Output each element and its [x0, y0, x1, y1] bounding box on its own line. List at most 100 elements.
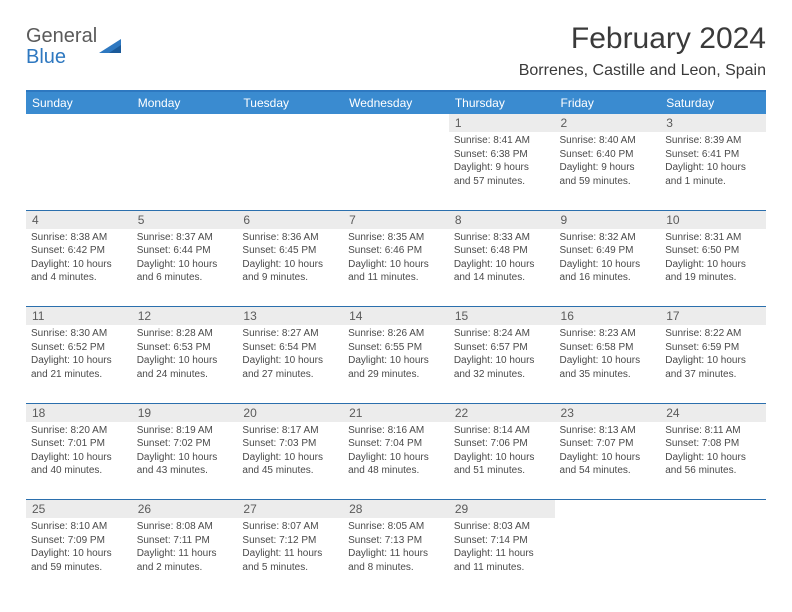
- daylight-line-2: and 59 minutes.: [31, 561, 127, 575]
- sunrise-line: Sunrise: 8:03 AM: [454, 520, 550, 534]
- cell-inner: Sunrise: 8:28 AMSunset: 6:53 PMDaylight:…: [132, 325, 238, 385]
- cell-inner: Sunrise: 8:30 AMSunset: 6:52 PMDaylight:…: [26, 325, 132, 385]
- sunrise-line: Sunrise: 8:05 AM: [348, 520, 444, 534]
- daylight-line-2: and 9 minutes.: [242, 271, 338, 285]
- daylight-line-1: Daylight: 10 hours: [242, 451, 338, 465]
- sunrise-line: Sunrise: 8:28 AM: [137, 327, 233, 341]
- daylight-line-2: and 29 minutes.: [348, 368, 444, 382]
- sunset-line: Sunset: 7:11 PM: [137, 534, 233, 548]
- detail-row: Sunrise: 8:41 AMSunset: 6:38 PMDaylight:…: [26, 132, 766, 210]
- day-number-cell: 16: [555, 307, 661, 326]
- day-number-cell: 15: [449, 307, 555, 326]
- day-detail-cell: Sunrise: 8:40 AMSunset: 6:40 PMDaylight:…: [555, 132, 661, 210]
- daylight-line-2: and 21 minutes.: [31, 368, 127, 382]
- daynum-row: 45678910: [26, 210, 766, 229]
- sunrise-line: Sunrise: 8:23 AM: [560, 327, 656, 341]
- day-detail-cell: Sunrise: 8:17 AMSunset: 7:03 PMDaylight:…: [237, 422, 343, 500]
- day-number-cell: 17: [660, 307, 766, 326]
- cell-inner: Sunrise: 8:11 AMSunset: 7:08 PMDaylight:…: [660, 422, 766, 482]
- daylight-line-2: and 43 minutes.: [137, 464, 233, 478]
- detail-row: Sunrise: 8:38 AMSunset: 6:42 PMDaylight:…: [26, 229, 766, 307]
- daylight-line-1: Daylight: 10 hours: [137, 451, 233, 465]
- sunset-line: Sunset: 7:03 PM: [242, 437, 338, 451]
- sunset-line: Sunset: 6:57 PM: [454, 341, 550, 355]
- daylight-line-2: and 35 minutes.: [560, 368, 656, 382]
- header: General Blue February 2024 Borrenes, Cas…: [26, 22, 766, 80]
- day-detail-cell: Sunrise: 8:37 AMSunset: 6:44 PMDaylight:…: [132, 229, 238, 307]
- day-number-cell: 13: [237, 307, 343, 326]
- day-number-cell: 2: [555, 114, 661, 132]
- logo-word2: Blue: [26, 47, 97, 67]
- sunset-line: Sunset: 6:58 PM: [560, 341, 656, 355]
- weekday-header: Wednesday: [343, 92, 449, 114]
- sunrise-line: Sunrise: 8:41 AM: [454, 134, 550, 148]
- day-number-cell: 12: [132, 307, 238, 326]
- day-number-cell: [26, 114, 132, 132]
- sunset-line: Sunset: 6:45 PM: [242, 244, 338, 258]
- day-detail-cell: Sunrise: 8:35 AMSunset: 6:46 PMDaylight:…: [343, 229, 449, 307]
- cell-inner: Sunrise: 8:22 AMSunset: 6:59 PMDaylight:…: [660, 325, 766, 385]
- day-detail-cell: Sunrise: 8:07 AMSunset: 7:12 PMDaylight:…: [237, 518, 343, 596]
- day-detail-cell: Sunrise: 8:33 AMSunset: 6:48 PMDaylight:…: [449, 229, 555, 307]
- day-number-cell: 6: [237, 210, 343, 229]
- day-detail-cell: Sunrise: 8:19 AMSunset: 7:02 PMDaylight:…: [132, 422, 238, 500]
- day-number-cell: 28: [343, 500, 449, 519]
- day-detail-cell: Sunrise: 8:10 AMSunset: 7:09 PMDaylight:…: [26, 518, 132, 596]
- cell-inner: Sunrise: 8:39 AMSunset: 6:41 PMDaylight:…: [660, 132, 766, 192]
- sunrise-line: Sunrise: 8:07 AM: [242, 520, 338, 534]
- calendar-page: General Blue February 2024 Borrenes, Cas…: [0, 0, 792, 606]
- sunrise-line: Sunrise: 8:19 AM: [137, 424, 233, 438]
- daylight-line-1: Daylight: 10 hours: [137, 354, 233, 368]
- weekday-header: Monday: [132, 92, 238, 114]
- sunrise-line: Sunrise: 8:38 AM: [31, 231, 127, 245]
- day-number-cell: 3: [660, 114, 766, 132]
- sunrise-line: Sunrise: 8:22 AM: [665, 327, 761, 341]
- day-detail-cell: Sunrise: 8:39 AMSunset: 6:41 PMDaylight:…: [660, 132, 766, 210]
- day-detail-cell: Sunrise: 8:24 AMSunset: 6:57 PMDaylight:…: [449, 325, 555, 403]
- sunrise-line: Sunrise: 8:20 AM: [31, 424, 127, 438]
- day-number-cell: 5: [132, 210, 238, 229]
- cell-inner: Sunrise: 8:37 AMSunset: 6:44 PMDaylight:…: [132, 229, 238, 289]
- day-number-cell: 26: [132, 500, 238, 519]
- day-number-cell: [237, 114, 343, 132]
- daylight-line-2: and 11 minutes.: [348, 271, 444, 285]
- sunset-line: Sunset: 6:50 PM: [665, 244, 761, 258]
- day-detail-cell: Sunrise: 8:41 AMSunset: 6:38 PMDaylight:…: [449, 132, 555, 210]
- sunset-line: Sunset: 6:54 PM: [242, 341, 338, 355]
- day-number-cell: 1: [449, 114, 555, 132]
- weekday-header: Saturday: [660, 92, 766, 114]
- logo-word1: General: [26, 25, 97, 47]
- weekday-header: Sunday: [26, 92, 132, 114]
- daylight-line-1: Daylight: 10 hours: [560, 451, 656, 465]
- cell-inner: Sunrise: 8:08 AMSunset: 7:11 PMDaylight:…: [132, 518, 238, 578]
- day-detail-cell: [237, 132, 343, 210]
- sunset-line: Sunset: 7:04 PM: [348, 437, 444, 451]
- sunset-line: Sunset: 7:12 PM: [242, 534, 338, 548]
- sunrise-line: Sunrise: 8:27 AM: [242, 327, 338, 341]
- day-number-cell: [555, 500, 661, 519]
- day-number-cell: 11: [26, 307, 132, 326]
- sunset-line: Sunset: 6:55 PM: [348, 341, 444, 355]
- daylight-line-1: Daylight: 10 hours: [31, 354, 127, 368]
- daylight-line-1: Daylight: 11 hours: [454, 547, 550, 561]
- day-detail-cell: Sunrise: 8:30 AMSunset: 6:52 PMDaylight:…: [26, 325, 132, 403]
- day-detail-cell: Sunrise: 8:20 AMSunset: 7:01 PMDaylight:…: [26, 422, 132, 500]
- sunrise-line: Sunrise: 8:30 AM: [31, 327, 127, 341]
- daylight-line-2: and 24 minutes.: [137, 368, 233, 382]
- sunrise-line: Sunrise: 8:32 AM: [560, 231, 656, 245]
- daylight-line-1: Daylight: 10 hours: [454, 354, 550, 368]
- cell-inner: Sunrise: 8:13 AMSunset: 7:07 PMDaylight:…: [555, 422, 661, 482]
- day-number-cell: 14: [343, 307, 449, 326]
- cell-inner: Sunrise: 8:31 AMSunset: 6:50 PMDaylight:…: [660, 229, 766, 289]
- day-detail-cell: Sunrise: 8:11 AMSunset: 7:08 PMDaylight:…: [660, 422, 766, 500]
- day-number-cell: 10: [660, 210, 766, 229]
- weekday-header: Tuesday: [237, 92, 343, 114]
- calendar-table: SundayMondayTuesdayWednesdayThursdayFrid…: [26, 92, 766, 596]
- daylight-line-1: Daylight: 10 hours: [31, 547, 127, 561]
- day-number-cell: 4: [26, 210, 132, 229]
- cell-inner: Sunrise: 8:10 AMSunset: 7:09 PMDaylight:…: [26, 518, 132, 578]
- cell-inner: Sunrise: 8:27 AMSunset: 6:54 PMDaylight:…: [237, 325, 343, 385]
- sunset-line: Sunset: 6:44 PM: [137, 244, 233, 258]
- day-number-cell: 21: [343, 403, 449, 422]
- day-detail-cell: [26, 132, 132, 210]
